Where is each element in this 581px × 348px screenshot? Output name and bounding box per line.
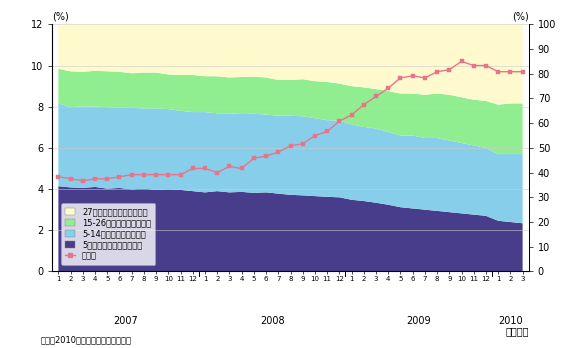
Text: (%): (%) — [512, 12, 529, 22]
Text: 2009: 2009 — [407, 316, 431, 326]
Text: 備考：2010年２月，３月は速報値。: 備考：2010年２月，３月は速報値。 — [41, 335, 132, 345]
Text: 2007: 2007 — [113, 316, 138, 326]
Legend: 27週以上失業者（右目盛）, 15-26週失業者（右目盛）, 5-14週失業者（右目盛）, 5週未満失業者（右目盛）, 失業率: 27週以上失業者（右目盛）, 15-26週失業者（右目盛）, 5-14週失業者（… — [61, 203, 155, 265]
Text: 2010: 2010 — [498, 316, 523, 326]
Text: (%): (%) — [52, 12, 69, 22]
Text: 2008: 2008 — [260, 316, 285, 326]
Text: （年月）: （年月） — [505, 326, 529, 336]
